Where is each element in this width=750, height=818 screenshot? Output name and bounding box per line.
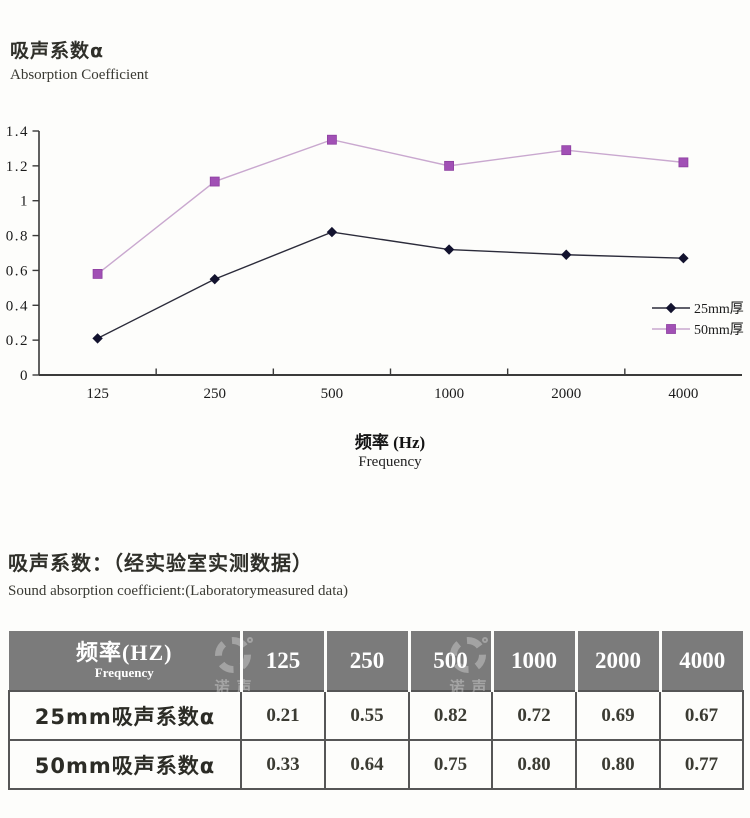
header-frequency-cell: 频率(HZ) Frequency (9, 631, 243, 691)
absorption-coefficient-line-chart: 0 0.2 0.4 0.6 0.8 1 1.2 1.4 125 250 500 1000 2000 400… (6, 124, 744, 470)
x-tick-label: 2000 (551, 386, 581, 402)
table-cell: 0.21 (240, 690, 326, 741)
diamond-marker (678, 253, 689, 264)
header-freq-250: 250 (325, 631, 411, 691)
y-tick-label: 1.2 (6, 159, 29, 175)
section-title-cn: 吸声系数：（经实验室实测数据） (8, 551, 313, 575)
absorption-table: 频率(HZ) Frequency 125 250 500 1000 2000 4000 25mm… (8, 631, 744, 790)
section-title-en: Sound absorption coefficient:(Laboratory… (8, 583, 349, 599)
table-cell: 0.75 (408, 739, 493, 790)
header-freq-500: 500 (409, 631, 494, 691)
row-label: 50mm吸声系数α (8, 739, 242, 790)
y-tick-label: 0.8 (6, 229, 29, 245)
square-marker (666, 324, 676, 334)
diamond-marker (209, 273, 220, 285)
table-cell: 0.64 (324, 739, 410, 790)
diamond-marker (92, 333, 103, 344)
x-axis-title-cn: 频率 (Hz) (355, 432, 425, 452)
chart-title-en: Absorption Coefficient (10, 67, 149, 83)
square-marker (92, 269, 103, 279)
y-tick-label: 0 (20, 368, 29, 384)
x-tick-label: 500 (321, 386, 344, 402)
y-tick-label: 1.4 (6, 124, 29, 140)
table-cell: 0.82 (408, 690, 493, 741)
chart-title-cn: 吸声系数α (10, 40, 105, 62)
series-line-25mm厚 (97, 231, 684, 340)
table-cell: 0.33 (240, 739, 326, 790)
diamond-marker (665, 302, 677, 314)
table-cell: 0.80 (575, 739, 661, 790)
legend-label: 50mm厚 (694, 323, 744, 338)
square-marker (678, 157, 689, 168)
table-row: 50mm吸声系数α 0.33 0.64 0.75 0.80 0.80 0.77 (8, 739, 744, 790)
row-label: 25mm吸声系数α (8, 690, 242, 741)
square-marker (327, 134, 337, 145)
table-cell: 0.77 (659, 739, 744, 790)
diamond-marker (326, 226, 338, 238)
table-cell: 0.67 (659, 690, 744, 741)
header-frequency-en: Frequency (94, 664, 154, 680)
absorption-table-wrap: 频率(HZ) Frequency 125 250 500 1000 2000 4000 25mm… (8, 631, 744, 790)
square-marker (561, 145, 572, 156)
section-title-block: 吸声系数：（经实验室实测数据） Sound absorption coeffic… (8, 547, 348, 600)
x-tick-label: 4000 (668, 386, 698, 402)
table-row: 25mm吸声系数α 0.21 0.55 0.82 0.72 0.69 0.67 (8, 690, 744, 741)
x-tick-label: 250 (204, 386, 227, 402)
y-tick-label: 0.6 (6, 263, 29, 279)
table-header-row: 频率(HZ) Frequency 125 250 500 1000 2000 4000 (9, 631, 743, 691)
chart-title-block: 吸声系数α Absorption Coefficient (10, 36, 148, 84)
header-frequency-cn: 频率(HZ) (76, 639, 173, 665)
header-freq-4000: 4000 (660, 631, 743, 691)
x-axis-title-en: Frequency (358, 454, 422, 470)
diamond-marker (443, 244, 455, 255)
series-line-50mm厚 (97, 138, 684, 275)
square-marker (209, 176, 220, 187)
table-cell: 0.80 (491, 739, 577, 790)
table-cell: 0.69 (575, 690, 661, 741)
y-tick-label: 0.4 (6, 298, 29, 314)
y-tick-label: 0.2 (6, 333, 29, 349)
diamond-marker (561, 249, 572, 260)
table-cell: 0.72 (491, 690, 577, 741)
header-freq-2000: 2000 (576, 631, 662, 691)
x-tick-label: 1000 (434, 386, 464, 402)
y-tick-label: 1 (20, 194, 29, 210)
x-tick-label: 125 (86, 386, 109, 402)
header-freq-125: 125 (241, 631, 327, 691)
header-freq-1000: 1000 (492, 631, 578, 691)
legend-label: 25mm厚 (694, 302, 744, 317)
square-marker (444, 160, 454, 171)
table-cell: 0.55 (324, 690, 410, 741)
